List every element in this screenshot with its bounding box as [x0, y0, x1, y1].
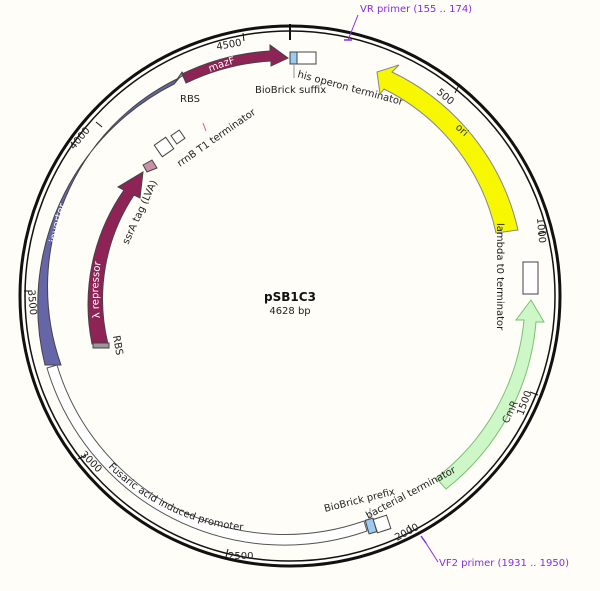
feature-fusaric-promoter[interactable]: Fusaric acid induced promoter: [46, 364, 368, 546]
feature-rbs-bottom[interactable]: RBS: [92, 335, 124, 357]
lambda-repressor-label: λ repressor: [90, 260, 104, 319]
vf2-primer-leader: [423, 539, 439, 563]
mazf-label: mazF: [207, 55, 236, 74]
vf2-primer[interactable]: VF2 primer (1931 .. 1950): [420, 535, 569, 569]
feature-lambda-t0-terminator[interactable]: lambda t0 terminator: [494, 223, 539, 331]
tick-label-4500: 4500: [216, 38, 243, 53]
cmr-arrow: [435, 299, 545, 490]
lambda-t0-box: [522, 261, 539, 295]
tick-2500: [225, 548, 229, 558]
tick-4000: [95, 121, 103, 128]
feature-biobrick-prefix[interactable]: BioBrick prefix bacterial terminator: [323, 464, 459, 535]
feature-lambda-repressor[interactable]: λ repressor: [87, 171, 144, 345]
rrnb-t1-tick: [202, 122, 207, 132]
ssra-tag-arrow: [142, 159, 158, 173]
tick-label-3500: 3500: [25, 289, 38, 315]
tick-1500: [529, 391, 539, 396]
feature-ori[interactable]: ori: [376, 64, 519, 234]
ori-arrow: [376, 64, 519, 234]
feature-mazf[interactable]: mazF: [181, 44, 289, 84]
biobrick-suffix-label: BioBrick suffix: [255, 85, 326, 96]
plasmid-name: pSB1C3: [264, 290, 316, 304]
rrnb-t1-box-2: [170, 129, 186, 145]
tick-label-2500: 2500: [228, 551, 253, 562]
rbs-bottom-label: RBS: [110, 335, 124, 357]
promoter-label: Fusaric acid induced promoter: [106, 461, 245, 533]
tick-500: [454, 84, 460, 94]
feature-rrnb-t1-terminator[interactable]: rrnB T1 terminator: [153, 107, 259, 170]
lambda-t0-label: lambda t0 terminator: [494, 223, 505, 331]
biobrick-suffix-box: [289, 51, 298, 65]
vf2-primer-label: VF2 primer (1931 .. 1950): [439, 558, 569, 569]
vr-primer-label: VR primer (155 .. 174): [360, 4, 472, 15]
tick-4500: [242, 32, 245, 42]
mazf-arrow: [181, 44, 289, 84]
vr-primer[interactable]: VR primer (155 .. 174): [344, 4, 472, 41]
inverter-label: inverter: [48, 201, 69, 243]
rbs-bottom-mark: [92, 342, 110, 349]
lambda-repressor-arrow: [87, 171, 144, 345]
tick-1000: [537, 231, 547, 235]
rrnb-t1-label: rrnB T1 terminator: [175, 107, 258, 170]
vr-primer-leader: [347, 14, 359, 41]
bacterial-terminator-box: [372, 514, 392, 534]
his-terminator-box: [296, 51, 317, 65]
inverter-arc: [37, 77, 180, 366]
tick-3000: [77, 454, 87, 460]
tick-2000: [407, 524, 413, 533]
tick-label-1000: 1000: [534, 217, 547, 243]
rrnb-t1-box-1: [153, 136, 175, 158]
promoter-band: [46, 364, 368, 546]
plasmid-length: 4628 bp: [269, 306, 310, 317]
rbs-top-label: RBS: [180, 94, 200, 105]
